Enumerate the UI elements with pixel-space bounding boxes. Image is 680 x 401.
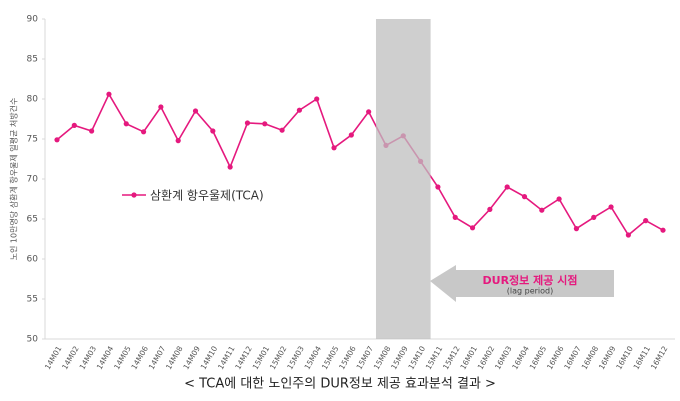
annotation-subtitle: (lag period) (507, 287, 553, 296)
point (89, 128, 95, 134)
annotation-title: DUR정보 제공 시점 (483, 273, 578, 287)
point (175, 138, 181, 144)
point (210, 128, 216, 134)
point (660, 227, 666, 233)
point (140, 129, 147, 135)
point (227, 164, 233, 170)
point (435, 184, 441, 190)
legend-label: 삼환계 항우울제(TCA) (150, 189, 264, 203)
point (296, 107, 302, 113)
point (262, 121, 268, 127)
y-tick-label: 65 (27, 215, 38, 225)
point (348, 132, 354, 138)
point (192, 108, 199, 114)
point (521, 194, 528, 200)
point (643, 218, 649, 224)
point (608, 204, 614, 210)
y-axis-label: 노인 10만명당 삼환계 항우울제 일평균 처방건수 (9, 98, 19, 261)
point (106, 91, 112, 97)
point (556, 196, 562, 202)
point (279, 127, 285, 133)
point (244, 120, 251, 126)
arrow (430, 265, 614, 302)
series-line (56, 92, 664, 237)
point (71, 122, 77, 128)
point (314, 96, 320, 102)
point (452, 214, 458, 220)
point (591, 214, 597, 220)
point (539, 207, 545, 213)
y-tick-label: 75 (27, 135, 38, 145)
point (504, 184, 510, 190)
x-tick-label: 16M12 (649, 344, 670, 371)
y-tick-label: 50 (27, 335, 39, 345)
point (158, 104, 164, 110)
annotation: DUR정보 제공 시점 (lag period) (430, 265, 614, 302)
y-tick-label: 80 (27, 95, 39, 105)
y-tick-label: 90 (27, 15, 39, 25)
point (331, 145, 337, 151)
plot (54, 19, 666, 339)
y-tick-label: 55 (27, 295, 38, 305)
point (625, 232, 631, 238)
point (469, 225, 476, 231)
point (366, 109, 372, 115)
y-tick-label: 70 (27, 175, 39, 185)
y-tick-label: 60 (27, 255, 39, 265)
point (573, 226, 580, 232)
shaded-period (375, 19, 431, 339)
point (54, 137, 60, 143)
y-tick-label: 85 (27, 55, 38, 65)
point (487, 206, 493, 212)
legend-marker (131, 192, 137, 198)
caption: < TCA에 대한 노인주의 DUR정보 제공 효과분석 결과 > (184, 377, 496, 392)
point (123, 121, 129, 127)
